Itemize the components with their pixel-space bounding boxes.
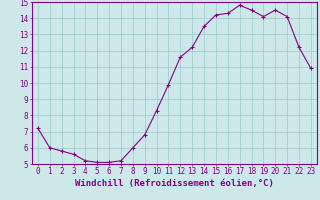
X-axis label: Windchill (Refroidissement éolien,°C): Windchill (Refroidissement éolien,°C) xyxy=(75,179,274,188)
